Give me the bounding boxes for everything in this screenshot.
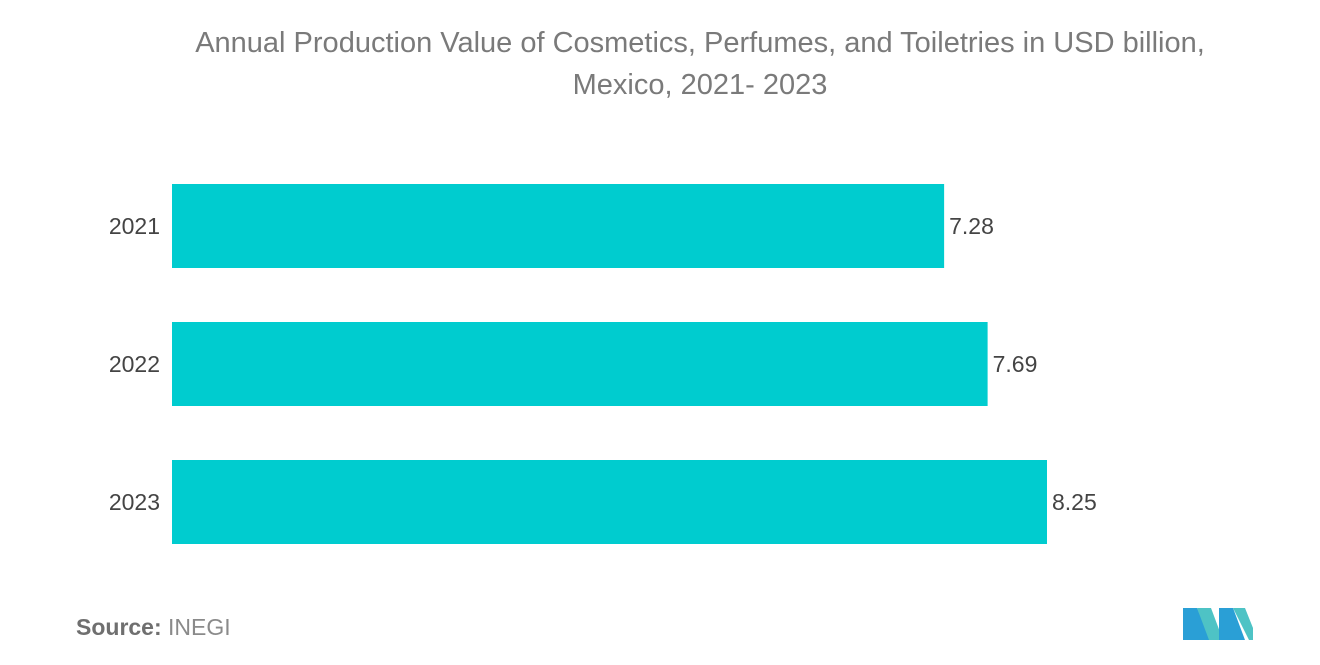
chart-title-line-2: Mexico, 2021- 2023 — [572, 69, 828, 101]
bar-chart: 2021 7.28 2022 7.69 2023 8.25 — [109, 184, 1097, 544]
category-label-2022: 2022 — [109, 351, 160, 377]
chart-title: Annual Production Value of Cosmetics, Pe… — [0, 22, 1320, 106]
value-label-2022: 7.69 — [993, 351, 1038, 377]
chart-title-line-1: Annual Production Value of Cosmetics, Pe… — [195, 27, 1205, 59]
source-note: Source: INEGI — [76, 614, 231, 641]
value-label-2021: 7.28 — [949, 213, 994, 239]
bar-2021 — [172, 184, 945, 268]
category-label-2023: 2023 — [109, 489, 160, 515]
mordor-logo-icon — [1183, 608, 1253, 640]
bar-2023 — [172, 460, 1047, 544]
bar-2022 — [172, 322, 988, 406]
value-label-2023: 8.25 — [1052, 489, 1097, 515]
source-value: INEGI — [168, 614, 231, 640]
source-label: Source: — [76, 614, 162, 640]
category-label-2021: 2021 — [109, 213, 160, 239]
